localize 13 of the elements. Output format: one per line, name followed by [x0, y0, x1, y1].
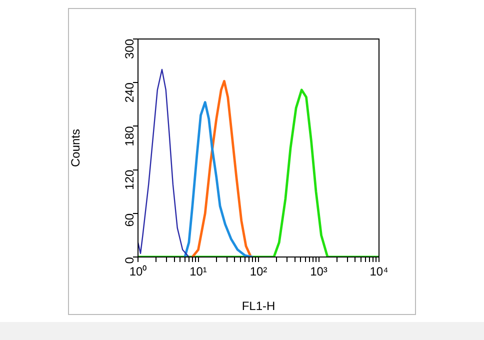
y-tick-label: 300 [122, 38, 136, 60]
y-axis-title: Counts [68, 128, 83, 168]
x-tick-label: 10¹ [190, 264, 207, 279]
y-tick-label: 180 [122, 126, 136, 146]
y-tick-label: 240 [122, 82, 136, 103]
y-tick-label: 120 [122, 169, 136, 190]
x-tick-label: 10⁰ [129, 264, 147, 279]
y-tick-label: 60 [122, 213, 136, 227]
x-tick-label: 10² [250, 264, 268, 279]
y-tick-label: 0 [122, 256, 136, 264]
x-axis-title: FL1-H [242, 299, 276, 314]
x-tick-label: 10³ [310, 264, 328, 279]
x-tick-label: 10⁴ [370, 264, 388, 279]
